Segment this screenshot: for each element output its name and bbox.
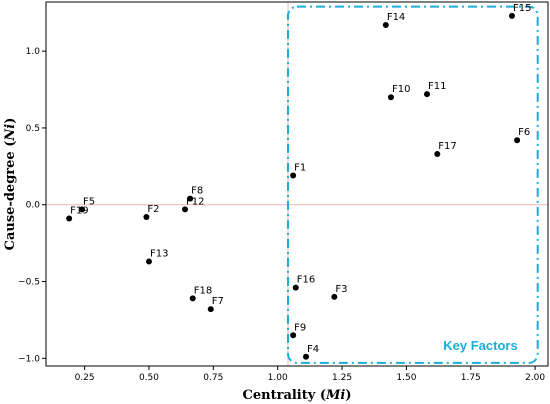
data-point	[187, 195, 194, 202]
key-factors-region	[286, 5, 539, 364]
data-point	[434, 151, 441, 158]
data-point	[182, 206, 189, 213]
data-point	[382, 22, 389, 29]
x-tick-label: 0.25	[75, 373, 95, 383]
y-tick-label: −1.0	[18, 354, 40, 364]
data-point-label: F16	[297, 275, 315, 286]
data-point-label: F18	[194, 285, 212, 296]
data-point	[387, 94, 394, 101]
data-point-label: F2	[147, 204, 159, 215]
y-axis-title: Cause-degree (Ni)	[3, 118, 18, 251]
data-point-label: F6	[518, 127, 530, 138]
y-tick-label: 0.0	[26, 201, 41, 211]
x-tick-label: 0.75	[203, 373, 223, 383]
x-tick-label: 1.50	[396, 373, 416, 383]
x-tick-label: 2.00	[525, 373, 545, 383]
data-point-label: F17	[438, 141, 456, 152]
x-tick-label: 0.50	[139, 373, 159, 383]
data-point-label: F19	[70, 206, 88, 217]
data-point	[66, 215, 73, 222]
data-point-label: F3	[335, 284, 347, 295]
y-tick-label: 1.0	[26, 47, 41, 57]
data-point-label: F12	[186, 196, 204, 207]
data-point	[290, 332, 297, 339]
x-tick-label: 1.00	[268, 373, 288, 383]
data-point	[331, 293, 338, 300]
data-point-label: F14	[387, 12, 405, 23]
data-point-label: F8	[191, 186, 203, 197]
data-point-label: F1	[294, 163, 306, 174]
data-point	[514, 137, 521, 144]
data-point-label: F5	[83, 196, 95, 207]
data-point	[79, 206, 86, 213]
data-point-label: F9	[294, 322, 306, 333]
x-tick-label: 1.75	[461, 373, 481, 383]
data-point	[145, 258, 152, 265]
data-point	[292, 284, 299, 291]
plot-area: Key Factors 0.25 0.50 0.75 1.00 1.25 1.50 1.75 2…	[18, 1, 549, 383]
x-axis-title: Centrality (Mi)	[243, 388, 352, 403]
data-point	[143, 214, 150, 221]
data-point-label: F4	[307, 344, 319, 355]
key-factors-label: Key Factors	[443, 338, 517, 353]
data-point	[290, 172, 297, 179]
y-tick-label: −0.5	[18, 278, 40, 288]
data-point-label: F13	[150, 249, 168, 260]
data-point	[303, 353, 310, 360]
data-point-label: F7	[212, 296, 224, 307]
data-point	[207, 306, 214, 313]
plot-frame	[45, 1, 549, 367]
data-point	[424, 91, 431, 98]
data-point	[508, 12, 515, 19]
x-tick-label: 1.25	[332, 373, 352, 383]
data-point	[189, 295, 196, 302]
data-point-label: F15	[513, 3, 531, 14]
data-point-label: F10	[392, 84, 410, 95]
data-point-label: F11	[428, 81, 446, 92]
y-tick-label: 0.5	[26, 124, 40, 134]
